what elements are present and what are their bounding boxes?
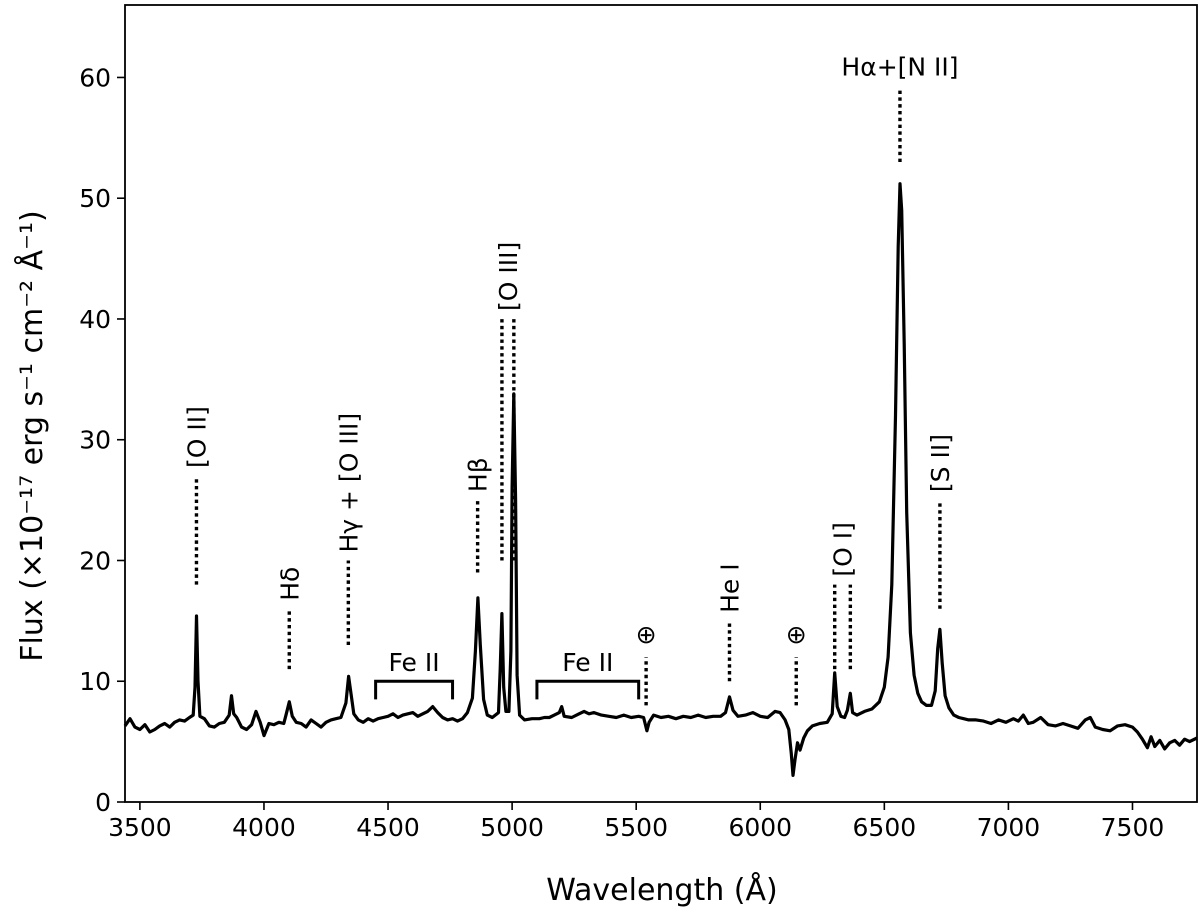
line-label-9: Hα+[N II] [841, 53, 958, 82]
line-label-4: [O III] [494, 242, 523, 311]
bracket-1 [535, 679, 641, 700]
line-label-3: Hβ [464, 457, 493, 492]
line-label-7: ⊕ [786, 620, 807, 649]
y-tick-label-3: 30 [79, 426, 111, 455]
y-tick-label-1: 10 [79, 667, 111, 696]
x-tick-label-0: 3500 [108, 813, 172, 842]
line-label-2: Hγ + [O III] [334, 413, 363, 553]
x-tick-label-4: 5500 [604, 813, 668, 842]
line-label-5: ⊕ [636, 620, 657, 649]
line-label-6: He I [716, 563, 745, 613]
line-label-1: Hδ [275, 567, 304, 601]
y-tick-label-4: 40 [79, 305, 111, 334]
bracket-label-1: Fe II [562, 648, 613, 677]
x-tick-label-8: 7500 [1101, 813, 1165, 842]
plot-frame [124, 4, 1198, 803]
bracket-0 [374, 679, 455, 700]
x-tick-label-3: 5000 [480, 813, 544, 842]
bracket-label-0: Fe II [389, 648, 440, 677]
x-tick-label-6: 6500 [853, 813, 917, 842]
x-tick-label-5: 6000 [728, 813, 792, 842]
x-axis-label: Wavelength (Å) [546, 872, 777, 908]
line-label-8: [O I] [829, 522, 858, 577]
x-tick-label-1: 4000 [232, 813, 296, 842]
y-tick-label-0: 0 [95, 788, 111, 817]
line-label-10: [S II] [926, 434, 955, 492]
y-tick-label-2: 20 [79, 546, 111, 575]
x-tick-label-2: 4500 [356, 813, 420, 842]
spectrum-line [123, 182, 1198, 778]
y-tick-label-5: 50 [79, 184, 111, 213]
line-label-0: [O II] [183, 406, 212, 468]
y-tick-label-6: 60 [79, 63, 111, 92]
x-tick-label-7: 7000 [977, 813, 1041, 842]
y-axis-label: Flux (×10⁻¹⁷ erg s⁻¹ cm⁻² Å⁻¹) [14, 210, 50, 661]
